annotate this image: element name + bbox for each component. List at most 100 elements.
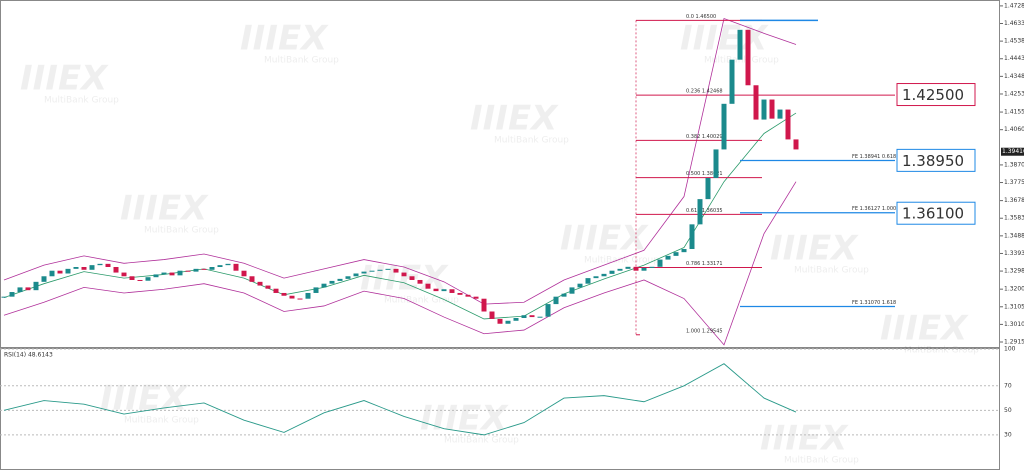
- candle: [353, 273, 359, 277]
- candle: [649, 266, 655, 268]
- y-tick-label: 1.35830: [1004, 215, 1024, 222]
- candle: [377, 269, 383, 271]
- candle: [401, 272, 407, 277]
- candle: [601, 273, 607, 277]
- bollinger-band: [3, 112, 797, 320]
- candle: [201, 268, 207, 270]
- candle: [33, 281, 39, 291]
- level-box: [896, 148, 976, 172]
- main-panel: [0, 0, 1000, 348]
- candle: [497, 318, 503, 324]
- watermark: IIIEX: [240, 19, 329, 59]
- candle: [177, 270, 183, 276]
- candle: [417, 279, 423, 284]
- candle: [17, 287, 23, 293]
- candle: [329, 280, 335, 284]
- candle: [41, 276, 47, 282]
- rsi-label: RSI(14) 48.6143: [4, 352, 53, 359]
- y-tick-label: 1.44430: [1004, 55, 1024, 62]
- candle: [657, 259, 663, 267]
- candle: [161, 272, 167, 275]
- y-tick-label: 1.32980: [1004, 268, 1024, 275]
- candle: [257, 281, 263, 286]
- candle: [633, 266, 639, 271]
- candle: [641, 267, 647, 271]
- y-tick-label: 1.41555: [1004, 109, 1024, 116]
- watermark-sub: MultiBank Group: [264, 56, 339, 66]
- candle: [369, 270, 375, 272]
- candle: [345, 276, 351, 279]
- candle: [265, 285, 271, 289]
- candle: [73, 267, 79, 269]
- candle: [529, 315, 535, 318]
- candle: [9, 292, 15, 297]
- candle: [393, 268, 399, 273]
- level-label: 1.36100: [902, 205, 964, 223]
- candle: [169, 272, 175, 276]
- candle: [313, 287, 319, 293]
- watermark-sub: MultiBank Group: [584, 256, 659, 266]
- rsi-tick-label: 50: [1004, 407, 1012, 414]
- level-label: 1.42500: [902, 86, 964, 104]
- candle: [745, 29, 751, 86]
- watermark-sub: MultiBank Group: [494, 136, 569, 146]
- watermark-sub: MultiBank Group: [704, 56, 779, 66]
- watermark: IIIEX: [760, 419, 849, 459]
- candle: [337, 278, 343, 281]
- watermark: IIIEX: [680, 19, 769, 59]
- candle: [249, 276, 255, 282]
- y-tick-label: 1.42530: [1004, 90, 1024, 97]
- fe-label: FE 1.31070 1.618: [852, 300, 896, 306]
- y-tick-label: 1.31055: [1004, 303, 1024, 310]
- watermark-sub: MultiBank Group: [444, 436, 519, 446]
- y-tick-label: 1.45380: [1004, 38, 1024, 45]
- candle: [449, 289, 455, 293]
- candle: [137, 279, 143, 281]
- watermark-sub: MultiBank Group: [784, 456, 859, 466]
- y-tick-label: 1.46330: [1004, 20, 1024, 27]
- candle: [97, 263, 103, 266]
- candle: [457, 292, 463, 295]
- y-tick-label: 1.47280: [1004, 2, 1024, 9]
- candle: [113, 267, 119, 273]
- fe-label: FE 1.36127 1.000: [852, 206, 896, 212]
- watermark: IIIEX: [770, 229, 859, 269]
- rsi-line: [3, 363, 797, 436]
- rsi-tick-label: 30: [1004, 431, 1012, 438]
- candle: [793, 139, 799, 150]
- candle: [305, 292, 311, 299]
- level-box: [896, 83, 976, 107]
- candle: [609, 270, 615, 274]
- watermark-sub: MultiBank Group: [144, 226, 219, 236]
- candle: [321, 283, 327, 288]
- watermark-sub: MultiBank Group: [904, 346, 979, 356]
- candle: [689, 224, 695, 250]
- y-tick-label: 1.34880: [1004, 232, 1024, 239]
- candle: [489, 311, 495, 319]
- watermark: IIIEX: [560, 219, 649, 259]
- watermark: IIIEX: [100, 379, 189, 419]
- candle: [673, 252, 679, 256]
- level-label: 1.38950: [902, 152, 964, 170]
- candle: [361, 271, 367, 274]
- watermark: IIIEX: [470, 99, 559, 139]
- candle: [289, 295, 295, 299]
- y-tick-label: 1.33930: [1004, 250, 1024, 257]
- candle: [121, 272, 127, 277]
- fib-label: 0.618 1.36035: [686, 208, 723, 214]
- candle: [233, 263, 239, 271]
- level-box: [896, 201, 976, 225]
- candle: [193, 268, 199, 272]
- candle: [545, 304, 551, 317]
- watermark-sub: MultiBank Group: [124, 416, 199, 426]
- candle: [697, 199, 703, 225]
- candle: [89, 265, 95, 270]
- candle: [225, 263, 231, 266]
- y-tick-label: 1.36780: [1004, 197, 1024, 204]
- candle: [217, 265, 223, 268]
- candle: [185, 270, 191, 272]
- y-tick-label: 1.37755: [1004, 179, 1024, 186]
- candle: [441, 289, 447, 292]
- candle: [65, 268, 71, 274]
